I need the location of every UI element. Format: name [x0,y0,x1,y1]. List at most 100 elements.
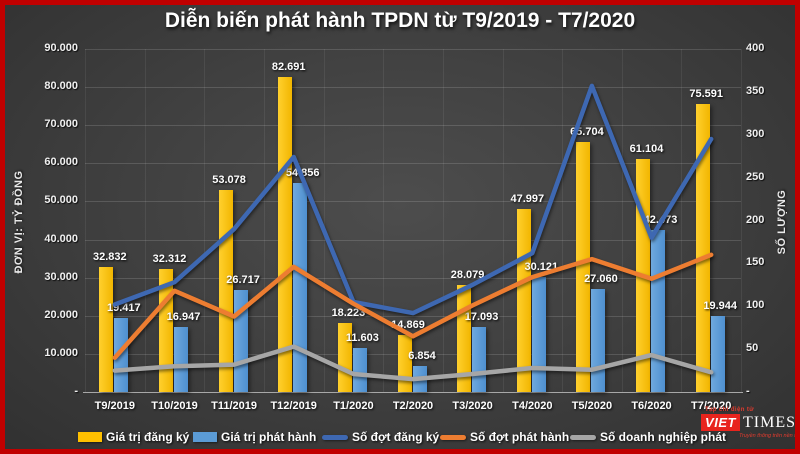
gridline-horizontal [85,163,741,165]
bar-registered-value [278,76,293,392]
x-axis-line [83,392,743,393]
legend-item-số-doanh-nghiệp-phát-hành: Số doanh nghiệp phát [570,428,726,446]
bar-label-registered: 53.078 [212,173,246,186]
bar-issued-value [293,182,308,392]
bar-label-registered: 32.832 [92,250,127,263]
bar-label-issued: 17.093 [464,310,499,323]
gridline-vertical [144,49,146,392]
bar-label-issued: 6.854 [408,349,436,362]
y-tick-right: 100 [746,299,765,312]
logo-top-text: Tạp chí điện tử [705,407,755,413]
gridline-vertical [442,49,444,392]
x-axis-label: T12/2019 [270,400,317,412]
y-tick-left: - [74,385,78,397]
y-tick-left: 50.000 [44,194,78,207]
bar-issued-value [710,316,725,392]
x-axis-label: T3/2020 [452,400,493,412]
x-axis-label: T11/2019 [211,400,258,412]
legend-label: Số doanh nghiệp phát [600,430,726,444]
line-series-layer [112,83,714,382]
gridline-horizontal [85,201,741,203]
bar-registered-value [337,322,352,392]
bar-label-issued: 11.603 [345,331,379,344]
bar-issued-value [114,318,129,392]
y-tick-right: 400 [746,42,765,54]
legend-label: Giá trị phát hành [221,430,317,444]
legend-item-số-đợt-phát-hành: Số đợt phát hành [440,428,569,446]
logo-row: VIET TIMES [701,414,796,432]
bar-registered-value [99,266,114,392]
y-tick-right: - [746,385,750,397]
x-axis-label: T9/2019 [94,400,135,412]
bar-label-registered: 82.691 [271,60,306,73]
gridline-horizontal [85,315,741,317]
gridline-horizontal [85,125,741,127]
bar-label-issued: 26.717 [226,274,260,287]
legend-swatch [440,434,466,440]
legend-label: Số đợt phát hành [470,430,570,444]
bar-label-issued: 16.947 [166,311,201,324]
legend-label: Số đợt đăng ký [352,430,440,444]
bar-label-registered: 32.312 [152,252,187,265]
series-line-số-đợt-đăng-ký [112,83,714,316]
legend-swatch [193,432,217,442]
gridline-vertical [681,49,683,392]
bar-issued-value [651,230,665,392]
y-tick-left: 40.000 [44,232,78,245]
series-line-số-đợt-phát-hành [112,252,714,360]
x-axis-label: T7/2020 [691,400,732,412]
logo-tagline: Truyền thông trên nền tảng số [739,433,799,439]
y-tick-left: 60.000 [44,156,78,169]
x-axis-label: T5/2020 [571,400,613,412]
x-axis-label: T1/2020 [333,400,374,412]
legend-swatch [570,434,596,440]
logo-times-text: TIMES [743,414,796,431]
bar-label-registered: 18.223 [331,306,366,319]
bar-label-issued: 54.856 [285,166,320,179]
gridline-vertical [621,49,623,392]
bar-label-registered: 47.997 [510,193,545,206]
bar-registered-value [695,103,710,392]
legend-swatch [78,432,102,442]
series-line-số-doanh-nghiệp-phát-hành [112,344,714,382]
viettimes-logo: Tạp chí điện tử VIET TIMES Truyền thông … [701,407,799,449]
y-tick-left: 80.000 [44,80,78,93]
legend-swatch [322,434,348,440]
y-tick-left: 30.000 [44,270,78,283]
gridline-horizontal [85,87,741,89]
x-axis-label: T4/2020 [512,400,553,412]
y-tick-right: 300 [746,127,765,140]
y-tick-left: 10.000 [44,346,78,359]
y-tick-left: 70.000 [44,118,78,131]
gridline-vertical [263,49,265,392]
bar-issued-value [531,277,546,392]
legend-item-giá-trị-đăng-ký: Giá trị đăng ký [78,428,189,446]
bar-registered-value [576,141,591,392]
gridline-vertical [204,49,206,392]
y-tick-right: 150 [746,256,765,269]
y-tick-left: 20.000 [44,308,78,321]
logo-box-viet: VIET [701,414,740,431]
bar-label-issued: 27.060 [584,272,618,285]
y-tick-right: 250 [746,170,765,183]
bar-label-registered: 28.079 [450,269,485,281]
gridline-vertical [502,49,504,392]
y-tick-right: 350 [746,84,765,97]
gridline-horizontal [85,49,741,50]
gridline-vertical [562,49,564,392]
bar-label-registered: 75.591 [689,87,724,100]
legend-item-số-đợt-đăng-ký: Số đợt đăng ký [322,428,439,446]
bar-issued-value [174,327,188,392]
bar-issued-value [352,347,367,392]
y-tick-left: 90.000 [44,42,78,54]
y-tick-right: 50 [746,342,759,355]
legend-label: Giá trị đăng ký [106,430,190,444]
gridline-horizontal [85,277,741,279]
chart-title: Diễn biến phát hành TPDN từ T9/2019 - T7… [164,9,636,32]
gridline-horizontal [85,239,741,241]
y-tick-right: 200 [746,213,765,226]
gridline-vertical [741,49,742,392]
x-axis-label: T6/2020 [631,400,672,412]
gridline-vertical [323,49,325,392]
